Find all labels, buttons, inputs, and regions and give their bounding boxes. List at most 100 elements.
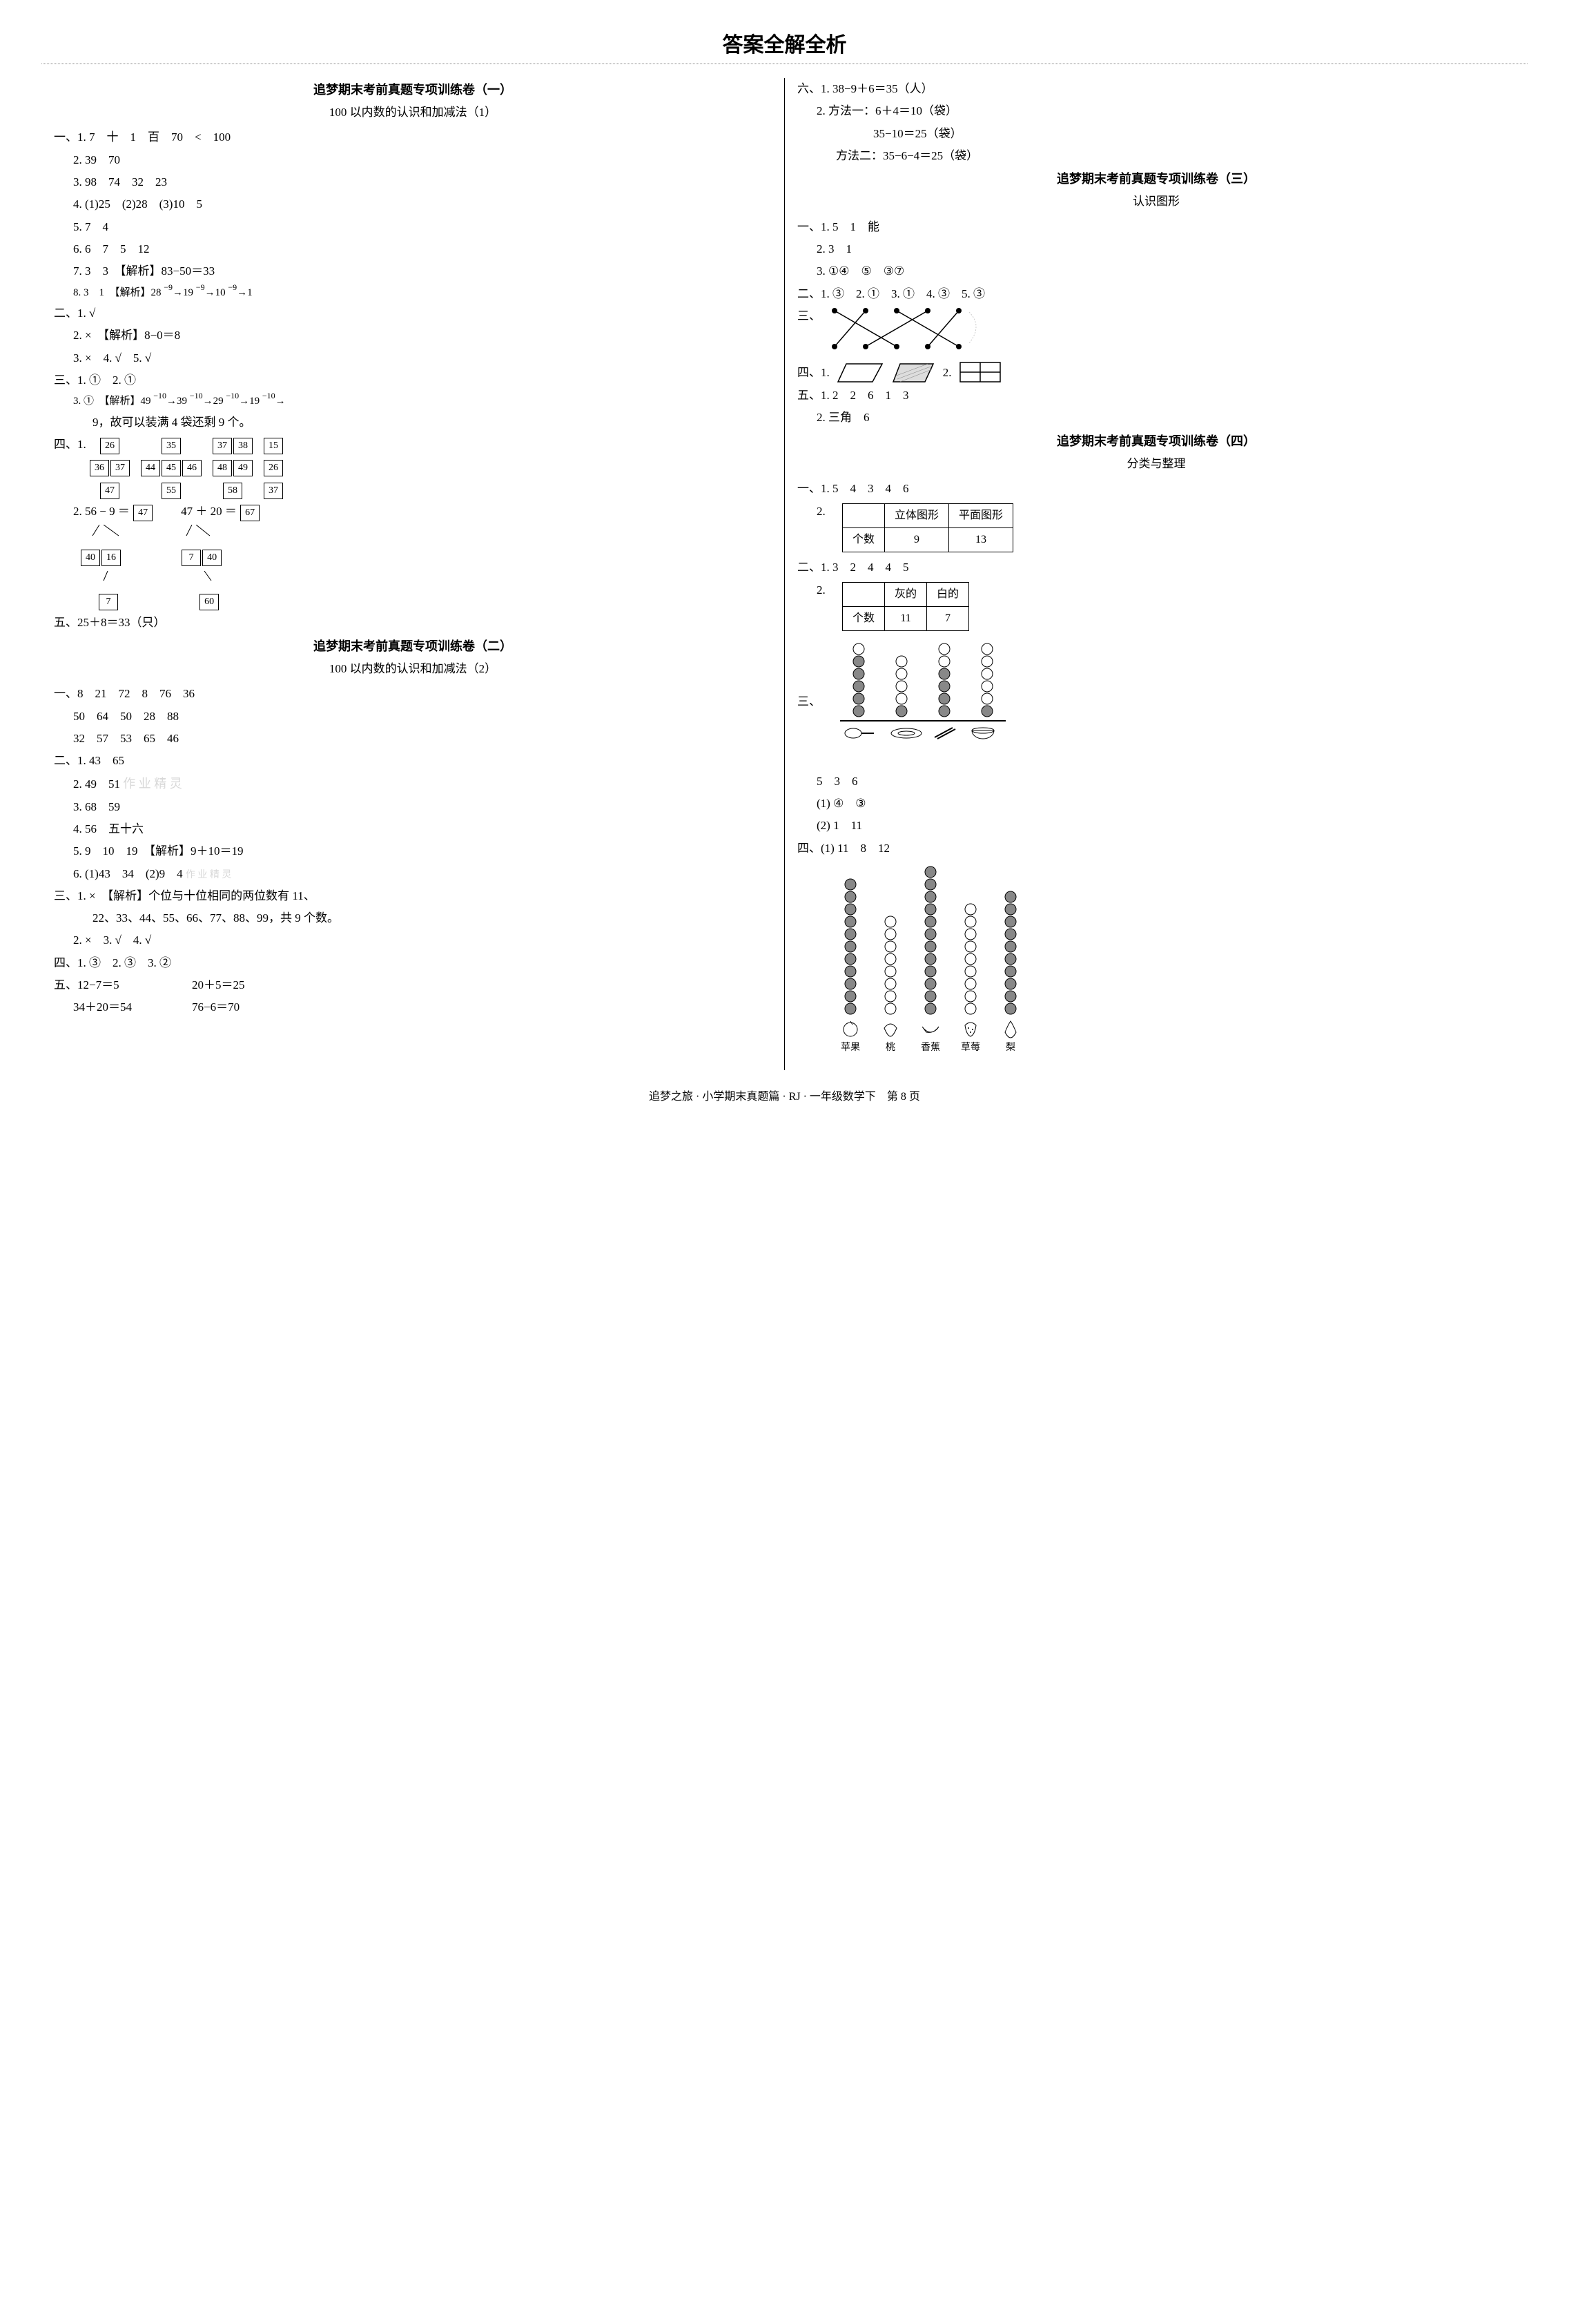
text-line: 六、1. 38−9＋6＝35（人） bbox=[797, 78, 1515, 100]
number-box: 37 bbox=[110, 460, 130, 476]
text-line: 二、1. 43 65 bbox=[54, 750, 772, 772]
text-line: 32 57 53 65 46 bbox=[54, 728, 772, 750]
text-line: (1) ④ ③ bbox=[797, 793, 1515, 815]
sec2-subtitle: 100 以内数的认识和加减法（2） bbox=[54, 658, 772, 680]
number-box: 55 bbox=[162, 483, 181, 499]
number-box: 7 bbox=[99, 594, 118, 610]
text-line: (2) 1 11 bbox=[797, 815, 1515, 837]
number-box: 40 bbox=[202, 550, 222, 566]
text-line: 3. × 4. √ 5. √ bbox=[54, 347, 772, 369]
svg-text:香蕉: 香蕉 bbox=[921, 1042, 940, 1053]
text-line: 2. 39 70 bbox=[54, 149, 772, 171]
watermark: 作 业 精 灵 bbox=[186, 870, 232, 880]
text-line: 2. 3 1 bbox=[797, 238, 1515, 260]
number-box: 60 bbox=[199, 594, 219, 610]
table-wrap: 2. 立体图形平面图形个数913 bbox=[797, 501, 1515, 557]
q4-label: 四、1. bbox=[54, 438, 86, 451]
text-line: 2. × 3. √ 4. √ bbox=[54, 929, 772, 951]
svg-text:桃: 桃 bbox=[886, 1042, 895, 1053]
split-lines-icon bbox=[91, 525, 133, 537]
table-wrap: 2. 灰的白的个数117 bbox=[797, 579, 1515, 636]
number-box: 26 bbox=[264, 460, 283, 476]
page-footer: 追梦之旅 · 小学期末真题篇 · RJ · 一年级数学下 第 8 页 bbox=[41, 1087, 1528, 1103]
number-box: 26 bbox=[100, 438, 119, 454]
number-box: 40 bbox=[81, 550, 100, 566]
eq: 20＋5＝25 bbox=[192, 974, 245, 996]
text-line: 3. 98 74 32 23 bbox=[54, 171, 772, 193]
text-line: 二、1. 3 2 4 4 5 bbox=[797, 556, 1515, 579]
watermark: 作 业 精 灵 bbox=[123, 777, 182, 791]
text-line: 五、1. 2 2 6 1 3 bbox=[797, 385, 1515, 407]
number-box: 47 bbox=[100, 483, 119, 499]
number-box: 37 bbox=[213, 438, 232, 454]
q4-2: 2. 56 − 9 ＝ 47 4016 7 47 ＋ 20 ＝ 67 7 40 bbox=[54, 501, 772, 612]
color-count-table: 灰的白的个数117 bbox=[842, 582, 969, 632]
number-box: 44 bbox=[141, 460, 160, 476]
text-line: 6. 6 7 5 12 bbox=[54, 238, 772, 260]
number-box: 48 bbox=[213, 460, 232, 476]
number-box: 16 bbox=[101, 550, 121, 566]
equation: 47 ＋ 20 ＝ bbox=[181, 505, 237, 518]
sec1-title: 追梦期末考前真题专项训练卷（一） bbox=[54, 78, 772, 101]
result-box: 47 bbox=[133, 505, 153, 521]
parallelogram-icon bbox=[837, 361, 885, 385]
number-box: 49 bbox=[233, 460, 253, 476]
text-line: 2. 方法一：6＋4＝10（袋） bbox=[797, 100, 1515, 122]
text-line: 五、12−7＝5 20＋5＝25 bbox=[54, 974, 772, 996]
text-line: 3. 68 59 bbox=[54, 796, 772, 818]
grid-2x2-icon bbox=[959, 361, 1003, 385]
seq-prefix: 3. ① 【解析】49 bbox=[73, 396, 151, 407]
text-line: 一、1. 7 十 1 百 70 < 100 bbox=[54, 126, 772, 148]
sec3-subtitle: 认识图形 bbox=[797, 191, 1515, 213]
parallelogram-shaded-icon bbox=[892, 361, 936, 385]
shape-count-table: 立体图形平面图形个数913 bbox=[842, 503, 1013, 553]
text-line: 2. × 【解析】8−0＝8 bbox=[54, 325, 772, 347]
sec1-subtitle: 100 以内数的认识和加减法（1） bbox=[54, 101, 772, 124]
seq-prefix: 8. 3 1 【解析】28 bbox=[73, 287, 162, 298]
text-line: 5. 9 10 19 【解析】9＋10＝19 bbox=[54, 840, 772, 862]
page-title: 答案全解全析 bbox=[41, 28, 1528, 64]
answer: 6. (1)43 34 (2)9 4 bbox=[73, 867, 183, 880]
left-column: 追梦期末考前真题专项训练卷（一） 100 以内数的认识和加减法（1） 一、1. … bbox=[41, 78, 785, 1070]
text-line: 35−10＝25（袋） bbox=[797, 123, 1515, 145]
split-lines-icon bbox=[185, 525, 226, 537]
sec3-title: 追梦期末考前真题专项训练卷（三） bbox=[797, 167, 1515, 191]
eq: 五、12−7＝5 bbox=[54, 974, 192, 996]
result-box: 67 bbox=[240, 505, 260, 521]
dot-bar-chart-fruits: 苹果 桃 香蕉 草莓 梨 bbox=[811, 864, 1515, 1066]
number-box: 36 bbox=[90, 460, 109, 476]
answer: 2. 49 51 bbox=[73, 777, 120, 791]
label: 四、1. bbox=[797, 362, 830, 384]
q4-2a: 2. 56 − 9 ＝ 47 4016 7 bbox=[73, 501, 153, 612]
q4-1: 四、1. 2636374735444546553738484958152637 bbox=[54, 434, 772, 501]
text-line: 6. (1)43 34 (2)9 4 作 业 精 灵 bbox=[54, 863, 772, 885]
text-line: 5 3 6 bbox=[797, 771, 1515, 793]
sec2-title: 追梦期末考前真题专项训练卷（二） bbox=[54, 635, 772, 658]
q3-dot-chart: 三、 bbox=[797, 635, 1515, 770]
number-box: 46 bbox=[182, 460, 202, 476]
text-line: 22、33、44、55、66、77、88、99，共 9 个数。 bbox=[54, 907, 772, 929]
number-box: 58 bbox=[223, 483, 242, 499]
number-box: 45 bbox=[162, 460, 181, 476]
text-line: 三、1. ① 2. ① bbox=[54, 369, 772, 391]
svg-text:草莓: 草莓 bbox=[961, 1042, 980, 1053]
number-box: 15 bbox=[264, 438, 283, 454]
text-line: 50 64 50 28 88 bbox=[54, 706, 772, 728]
text-line: 34＋20＝54 76−6＝70 bbox=[54, 996, 772, 1018]
text-line: 2. 49 51 作 业 精 灵 bbox=[54, 772, 772, 795]
text-line: 二、1. ③ 2. ① 3. ① 4. ③ 5. ③ bbox=[797, 283, 1515, 305]
matching-diagram bbox=[821, 305, 986, 361]
label: 2. bbox=[943, 362, 952, 384]
label: 三、 bbox=[797, 695, 821, 708]
text-line: 四、1. ③ 2. ③ 3. ② bbox=[54, 952, 772, 974]
q3-matching: 三、 bbox=[797, 305, 1515, 361]
svg-text:苹果: 苹果 bbox=[841, 1042, 860, 1053]
text-line-arrow: 3. ① 【解析】49 −10→39 −10→29 −10→19 −10→ bbox=[54, 391, 772, 411]
text-line: 二、1. √ bbox=[54, 302, 772, 325]
svg-text:梨: 梨 bbox=[1006, 1042, 1015, 1053]
text-line: 方法二：35−6−4＝25（袋） bbox=[797, 145, 1515, 167]
text-line: 一、1. 5 1 能 bbox=[797, 216, 1515, 238]
number-box: 35 bbox=[162, 438, 181, 454]
number-box: 38 bbox=[233, 438, 253, 454]
text-line: 一、8 21 72 8 76 36 bbox=[54, 683, 772, 705]
